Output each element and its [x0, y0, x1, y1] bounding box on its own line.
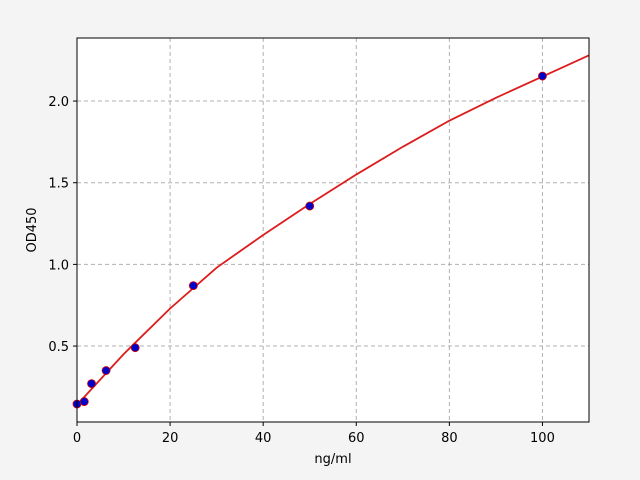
x-tick-label: 0: [73, 431, 81, 446]
data-point: [188, 281, 198, 291]
data-point: [79, 397, 89, 406]
x-tick-label: 100: [530, 431, 555, 446]
x-tick-label: 60: [348, 431, 365, 446]
plot-area: [77, 38, 589, 422]
y-tick-label: 2.0: [48, 95, 69, 110]
data-point: [130, 343, 140, 353]
data-point: [305, 201, 315, 211]
data-point: [538, 71, 547, 81]
y-axis-label: OD450: [25, 207, 40, 252]
plot-frame: [76, 37, 590, 423]
data-point: [87, 379, 96, 389]
y-tick-label: 1.5: [48, 177, 69, 192]
x-axis-label: ng/ml: [314, 452, 351, 467]
fit-curve: [76, 54, 590, 406]
x-tick-label: 80: [441, 431, 458, 446]
y-tick-label: 0.5: [48, 340, 69, 355]
y-tick-label: 1.0: [48, 258, 69, 273]
x-tick-label: 20: [162, 431, 179, 446]
data-point: [101, 366, 111, 375]
x-tick-label: 40: [255, 431, 272, 446]
